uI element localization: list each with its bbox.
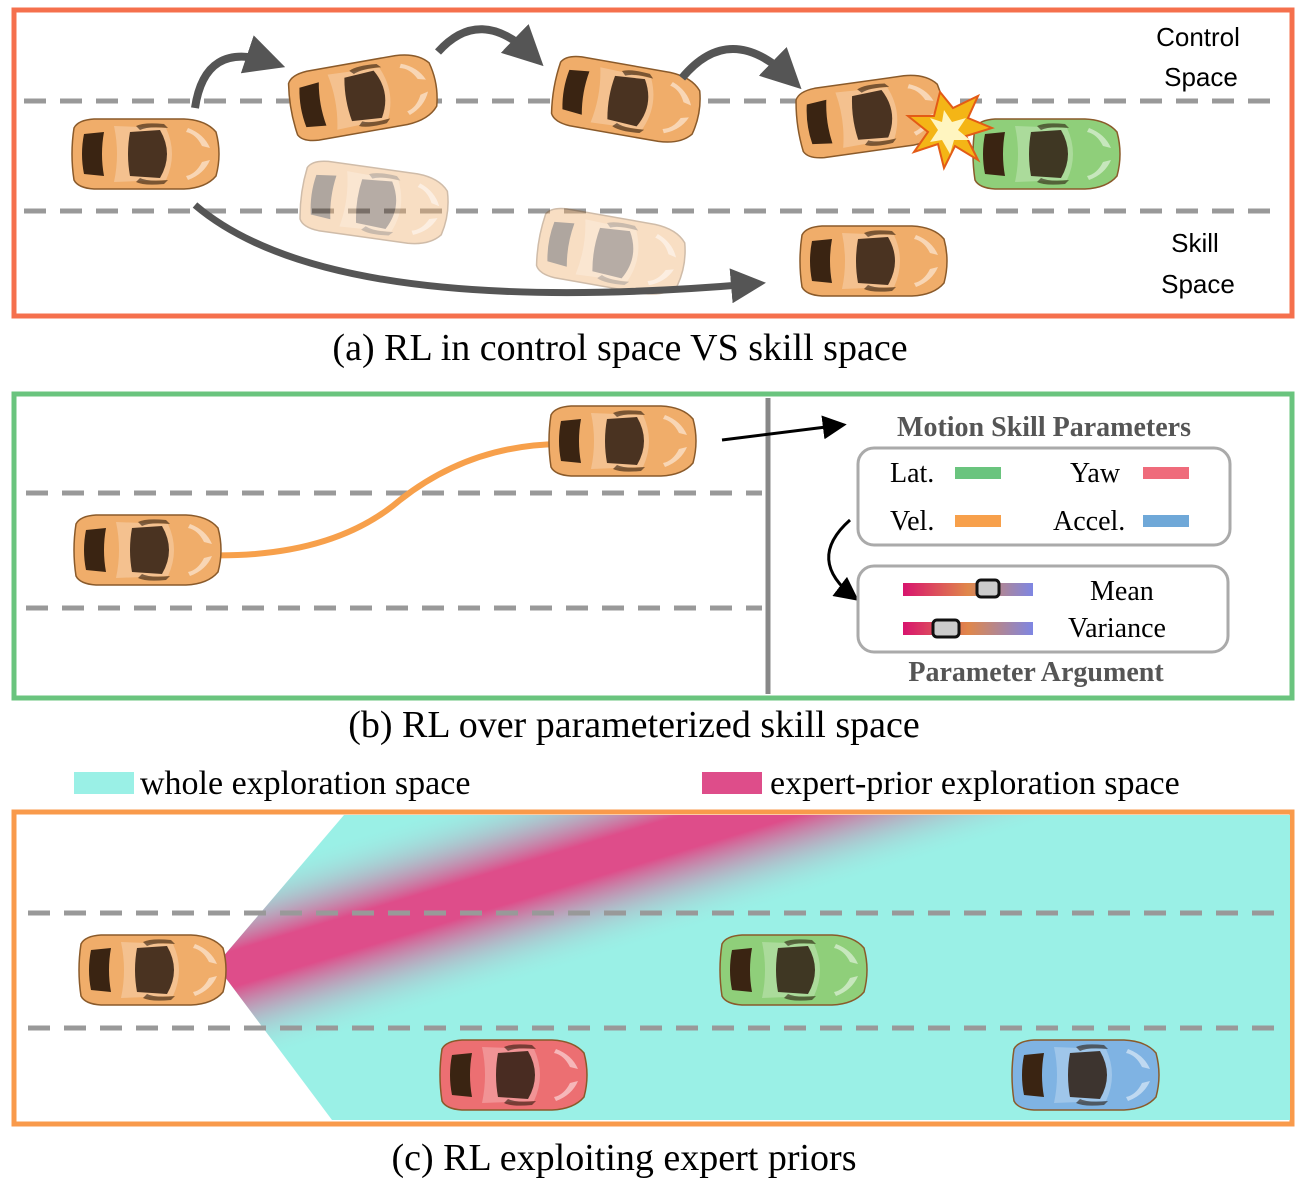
motion-skill-title: Motion Skill Parameters [897, 412, 1191, 443]
parameter-argument-title: Parameter Argument [908, 657, 1164, 688]
legend-swatch-whole [74, 772, 134, 794]
skill-trajectory [199, 441, 561, 559]
legend-swatch-expert [702, 772, 762, 794]
argument-box [856, 564, 1230, 654]
curved-arrow [827, 518, 859, 601]
param-label-vel: Vel. [890, 506, 934, 537]
caption-b: (b) RL over parameterized skill space [348, 704, 920, 746]
param-swatch-accel [1143, 515, 1189, 527]
label-skill-space: Space [1161, 269, 1235, 299]
label-control: Control [1156, 22, 1240, 52]
caption-c: (c) RL exploiting expert priors [391, 1137, 856, 1179]
control-arrow [435, 23, 544, 67]
arg-mean-label: Mean [1090, 576, 1154, 607]
pointer-arrow [721, 415, 847, 442]
panel-a: Control Space Skill Space (a) RL in cont… [11, 7, 1295, 369]
variance-gradient-bar [903, 622, 1033, 635]
control-arrow [678, 45, 802, 90]
mean-gradient-bar [903, 583, 1033, 596]
label-skill: Skill [1171, 228, 1219, 258]
ego-car [73, 514, 222, 586]
param-label-accel: Accel. [1053, 506, 1125, 537]
variance-slider-handle [931, 618, 961, 639]
param-swatch-vel [955, 515, 1001, 527]
ego-car [71, 118, 220, 190]
params-box [856, 446, 1232, 547]
control-arrow [191, 35, 286, 109]
panel-b: Motion Skill Parameters Lat. Yaw Vel. Ac… [11, 391, 1295, 746]
param-label-lat: Lat. [890, 458, 934, 489]
panel-c: (c) RL exploiting expert priors [11, 809, 1295, 1179]
collision-icon [905, 89, 995, 171]
ego-car [78, 934, 227, 1006]
ego-car-skill [799, 225, 948, 297]
green-car [719, 934, 868, 1006]
caption-a: (a) RL in control space VS skill space [332, 327, 907, 369]
param-label-yaw: Yaw [1070, 458, 1121, 489]
red-car [439, 1039, 588, 1111]
param-swatch-lat [955, 467, 1001, 479]
legend-label-expert: expert-prior exploration space [770, 765, 1180, 802]
legend: whole exploration space expert-prior exp… [74, 765, 1180, 802]
green-car [972, 118, 1121, 190]
label-control-space: Space [1164, 62, 1238, 92]
legend-label-whole: whole exploration space [140, 765, 470, 802]
mean-slider-handle [975, 578, 1001, 599]
arg-variance-label: Variance [1068, 613, 1166, 644]
blue-car [1011, 1039, 1160, 1111]
ego-car-target [548, 405, 697, 477]
param-swatch-yaw [1143, 467, 1189, 479]
skill-arrow [192, 202, 766, 304]
